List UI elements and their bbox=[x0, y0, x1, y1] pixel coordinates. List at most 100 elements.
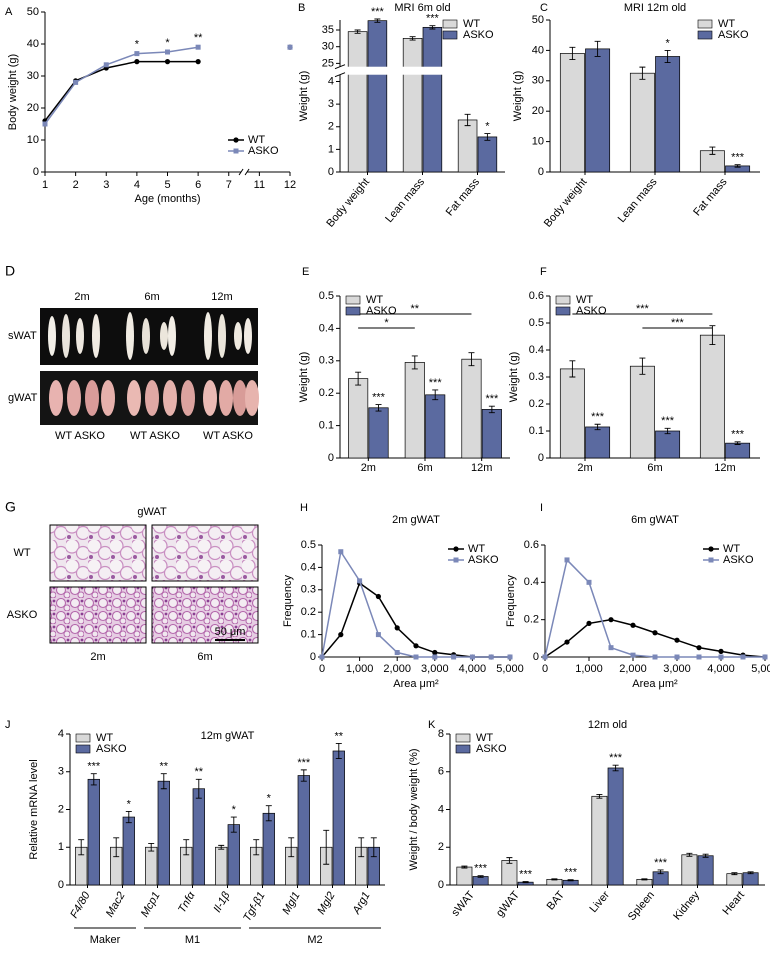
panel-letter: B bbox=[298, 2, 305, 14]
genotype-label: WT ASKO bbox=[130, 430, 180, 442]
error-bar bbox=[747, 871, 754, 875]
marker bbox=[630, 652, 636, 658]
y-axis-label: Frequency bbox=[505, 575, 517, 627]
error-bar bbox=[375, 404, 382, 412]
bar bbox=[367, 20, 388, 173]
axis-break-mark bbox=[334, 64, 346, 78]
marker bbox=[718, 648, 724, 655]
y-tick-label: 4 bbox=[438, 803, 444, 815]
y-tick-label: 20 bbox=[532, 105, 544, 117]
error-bar bbox=[370, 837, 377, 858]
tissue bbox=[126, 312, 134, 360]
error-bar bbox=[484, 133, 491, 141]
y-tick-label: 50 bbox=[27, 6, 39, 18]
tissue bbox=[92, 314, 100, 358]
x-tick-label: Lean mass bbox=[616, 176, 660, 225]
y-tick-label: 0.4 bbox=[301, 561, 316, 573]
panel-letter: F bbox=[540, 266, 547, 278]
significance: *** bbox=[87, 761, 101, 773]
significance: ** bbox=[194, 32, 203, 44]
y-tick-label: 0.2 bbox=[301, 606, 316, 618]
significance: *** bbox=[474, 863, 488, 875]
marker bbox=[451, 654, 457, 660]
marker bbox=[413, 643, 419, 649]
y-tick-label: 50 bbox=[532, 14, 544, 26]
x-tick-label: Liver bbox=[588, 889, 613, 915]
significance: * bbox=[267, 793, 272, 805]
legend-swatch bbox=[455, 744, 471, 754]
tissue bbox=[145, 380, 159, 416]
series-line bbox=[321, 549, 510, 658]
error-bar bbox=[78, 839, 85, 856]
error-bar bbox=[551, 878, 558, 881]
bar bbox=[697, 855, 714, 886]
marker bbox=[652, 654, 658, 660]
legend-label: ASKO bbox=[468, 554, 499, 566]
group-label: M1 bbox=[185, 934, 200, 946]
axis-break bbox=[241, 169, 248, 175]
comparison-label: *** bbox=[671, 317, 685, 329]
y-tick-label: 0.1 bbox=[529, 425, 544, 437]
x-tick-label: 3 bbox=[103, 179, 109, 191]
legend-swatch bbox=[75, 744, 91, 754]
error-bar bbox=[323, 829, 330, 865]
marker bbox=[432, 649, 438, 656]
marker bbox=[432, 654, 438, 660]
marker bbox=[73, 79, 79, 85]
marker bbox=[586, 579, 592, 585]
significance: * bbox=[665, 37, 670, 49]
error-bar bbox=[160, 773, 167, 790]
y-tick-label: 35 bbox=[322, 24, 334, 36]
x-axis-label: Area μm² bbox=[632, 678, 678, 690]
legend-swatch bbox=[75, 733, 91, 743]
bar bbox=[332, 750, 345, 886]
axis-break-mark bbox=[238, 168, 250, 176]
legend-label: ASKO bbox=[96, 743, 127, 755]
histology-image bbox=[49, 586, 147, 644]
y-tick-label: 0.2 bbox=[319, 387, 334, 399]
significance: *** bbox=[485, 393, 499, 405]
y-tick-label: 1 bbox=[58, 841, 64, 853]
significance: *** bbox=[731, 152, 745, 164]
x-tick-label: 5,000 bbox=[751, 663, 770, 675]
error-bar bbox=[641, 878, 648, 881]
bar bbox=[726, 873, 743, 886]
group-label: Maker bbox=[90, 934, 121, 946]
legend-swatch bbox=[697, 30, 713, 40]
series-line bbox=[45, 47, 290, 121]
x-tick-label: Fat mass bbox=[691, 176, 730, 219]
marker bbox=[453, 557, 459, 563]
bar bbox=[681, 854, 698, 886]
y-axis-label: Weight (g) bbox=[512, 71, 524, 122]
x-tick-label: 7 bbox=[226, 179, 232, 191]
error-bar bbox=[355, 371, 362, 386]
x-tick-label: Tnfα bbox=[176, 889, 198, 915]
y-axis-label: Weight / body weight (%) bbox=[408, 748, 420, 870]
y-tick-label: 0.6 bbox=[524, 539, 539, 551]
significance: *** bbox=[297, 757, 311, 769]
significance: *** bbox=[609, 752, 623, 764]
x-tick-label: 12 bbox=[284, 179, 296, 191]
x-tick-label: Heart bbox=[721, 889, 747, 917]
x-tick-label: 2,000 bbox=[383, 663, 411, 675]
panel-letter: A bbox=[5, 6, 13, 18]
significance: * bbox=[485, 120, 490, 132]
legend-swatch bbox=[442, 19, 458, 29]
error-bar bbox=[183, 839, 190, 856]
error-bar bbox=[596, 793, 603, 799]
error-bar bbox=[734, 441, 741, 445]
bar bbox=[145, 846, 158, 886]
chart-title: MRI 12m old bbox=[624, 2, 686, 14]
histology-image bbox=[151, 586, 259, 644]
bar bbox=[629, 72, 655, 173]
panel-letter: G bbox=[5, 499, 16, 515]
legend-label: ASKO bbox=[463, 29, 494, 41]
bar bbox=[591, 795, 608, 886]
bar bbox=[655, 56, 681, 173]
marker bbox=[394, 625, 400, 631]
legend-label: WT bbox=[96, 732, 113, 744]
bar bbox=[404, 362, 425, 459]
x-tick-label: 1 bbox=[42, 179, 48, 191]
error-bar bbox=[657, 869, 664, 875]
marker bbox=[542, 654, 548, 660]
